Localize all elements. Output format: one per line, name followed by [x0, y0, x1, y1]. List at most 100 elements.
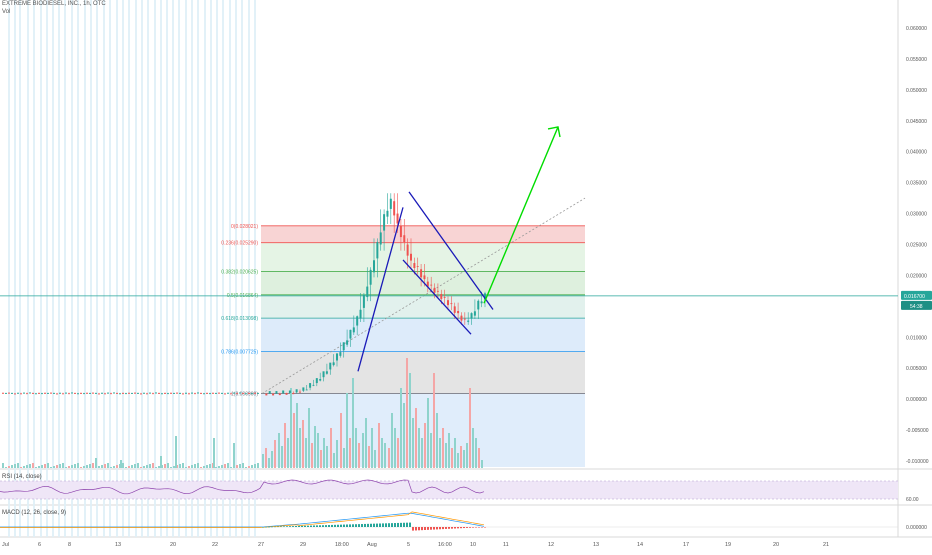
volume-bar	[26, 465, 28, 468]
volume-bar	[20, 467, 22, 468]
volume-bar	[439, 438, 441, 468]
candle-body	[373, 260, 375, 273]
fib-zone	[261, 318, 585, 352]
candle-body	[164, 393, 166, 394]
volume-bar	[83, 466, 85, 468]
volume-bar	[448, 433, 450, 468]
session-stripe	[14, 0, 16, 537]
price-tick-label: 0.040000	[906, 150, 927, 156]
macd-histogram-bar	[286, 526, 288, 527]
volume-bar	[311, 443, 313, 468]
candle-body	[389, 198, 392, 209]
macd-histogram-bar	[304, 525, 306, 527]
volume-bar	[175, 436, 177, 468]
volume-bar	[333, 453, 335, 468]
candle-body	[268, 391, 271, 394]
fib-level-label: 0.618(0.013098)	[221, 316, 258, 322]
volume-bar	[251, 465, 253, 468]
session-stripe	[197, 0, 199, 537]
session-stripe	[178, 0, 180, 537]
macd-histogram-bar	[331, 524, 333, 527]
candle-body	[77, 393, 79, 395]
candle-body	[467, 320, 470, 322]
candle-body	[436, 290, 439, 292]
volume-bar	[224, 464, 226, 468]
volume-bar	[110, 467, 112, 468]
volume-bar	[47, 463, 49, 468]
macd-histogram-bar	[460, 527, 462, 529]
candle-body	[265, 393, 268, 396]
candle-body	[2, 392, 4, 394]
candle-body	[346, 340, 349, 345]
time-tick-label: 21	[823, 542, 829, 548]
candle-body	[386, 210, 389, 217]
candle-body	[366, 286, 369, 298]
macd-histogram-bar	[466, 527, 468, 528]
price-tick-label: 0.020000	[906, 273, 927, 279]
candle-body	[98, 393, 100, 395]
volume-bar	[50, 467, 52, 468]
candle-body	[47, 393, 49, 394]
volume-bar	[230, 467, 232, 468]
macd-histogram-bar	[451, 527, 453, 529]
volume-bar	[194, 464, 196, 468]
time-tick-label: 13	[593, 542, 599, 548]
fib-zone	[261, 351, 585, 394]
macd-histogram-bar	[421, 527, 423, 531]
macd-tick-label: 0.000000	[906, 525, 927, 531]
candle-body	[173, 393, 175, 394]
volume-bar	[336, 440, 338, 468]
volume-bar	[349, 438, 351, 468]
candle-body	[20, 393, 22, 395]
macd-histogram-bar	[343, 524, 345, 527]
session-stripe	[248, 0, 250, 537]
current-price-label: 0.016700	[904, 294, 925, 300]
candle-body	[113, 392, 115, 394]
price-tick-label: -0.005000	[906, 428, 929, 434]
volume-bar	[98, 466, 100, 468]
candle-body	[257, 393, 259, 394]
time-tick-label: 11	[503, 542, 509, 548]
candle-body	[23, 392, 25, 394]
time-tick-label: 6	[38, 542, 41, 548]
volume-bar	[242, 463, 244, 468]
candle-body	[38, 393, 40, 394]
session-stripe	[191, 0, 193, 537]
volume-bar	[32, 463, 34, 468]
volume-bar	[158, 466, 160, 468]
volume-bar	[160, 456, 162, 468]
volume-bar	[343, 448, 345, 468]
volume-bar	[326, 446, 328, 468]
macd-histogram-bar	[436, 527, 438, 530]
volume-bar	[71, 465, 73, 468]
time-tick-label: Jul	[2, 542, 9, 548]
candle-body	[32, 393, 34, 395]
price-tick-label: 0.005000	[906, 366, 927, 372]
volume-bar	[137, 463, 139, 468]
volume-bar	[125, 467, 127, 468]
candle-body	[272, 393, 275, 396]
volume-bar	[53, 466, 55, 468]
candle-body	[107, 392, 109, 394]
candle-body	[131, 393, 133, 394]
volume-bar	[442, 428, 444, 468]
volume-bar	[472, 428, 474, 468]
candle-body	[312, 384, 315, 386]
volume-bar	[314, 426, 316, 468]
volume-bar	[427, 398, 429, 468]
session-stripe	[103, 0, 105, 537]
candle-body	[104, 393, 106, 395]
macd-histogram-bar	[430, 527, 432, 530]
volume-bar	[236, 465, 238, 468]
volume-bar	[65, 467, 67, 468]
price-tick-label: 0.010000	[906, 335, 927, 341]
volume-bar	[188, 466, 190, 468]
candle-body	[230, 393, 232, 395]
rsi-band	[0, 481, 898, 499]
volume-bar	[481, 460, 483, 468]
volume-bar	[86, 465, 88, 468]
candle-body	[17, 392, 19, 394]
candle-body	[11, 393, 13, 394]
